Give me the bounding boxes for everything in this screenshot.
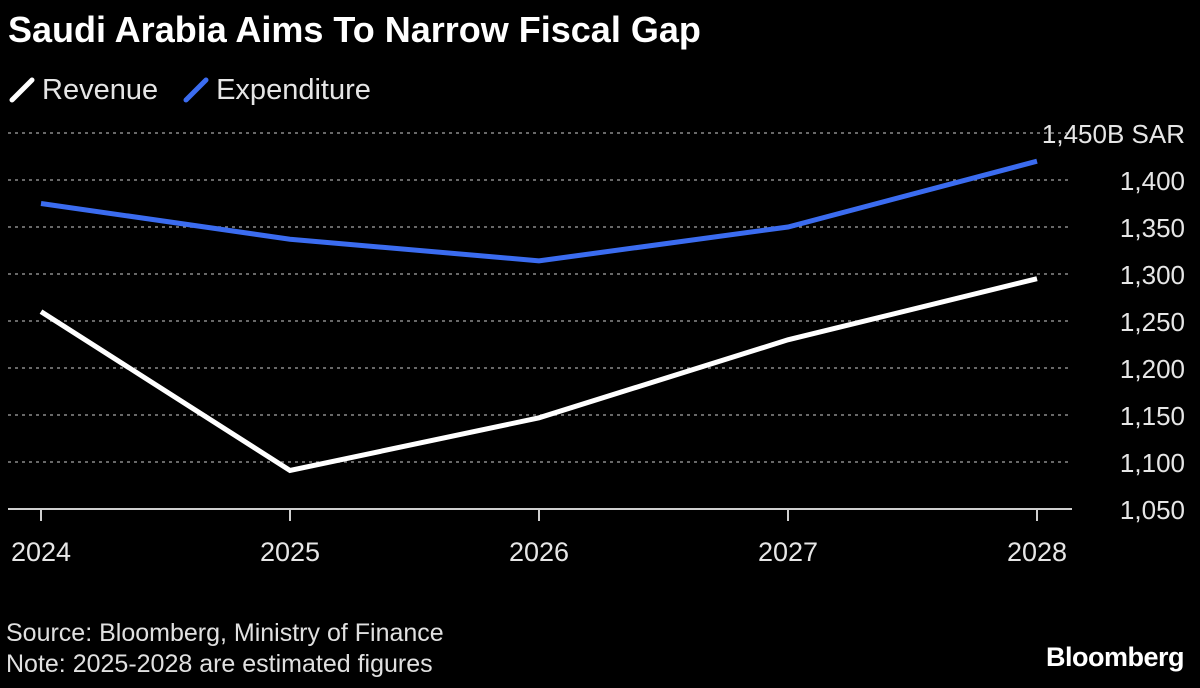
legend-item-revenue: Revenue (8, 70, 158, 110)
slash-icon (183, 77, 209, 103)
legend: Revenue Expenditure (8, 70, 395, 110)
bloomberg-logo: Bloomberg (1045, 642, 1185, 672)
y-tick-label: 1,400 (1120, 166, 1185, 196)
source-note: Source: Bloomberg, Ministry of Finance (6, 619, 444, 647)
x-tick-label: 2026 (509, 537, 569, 567)
y-tick-label: 1,200 (1120, 354, 1185, 384)
series-line-revenue (39, 276, 1038, 474)
y-tick-label: 1,250 (1120, 307, 1185, 337)
y-tick-label: 1,100 (1120, 448, 1185, 478)
y-tick-label: 1,050 (1120, 495, 1185, 525)
x-tick-label: 2028 (1007, 537, 1067, 567)
y-tick-label: 1,350 (1120, 213, 1185, 243)
legend-label-revenue: Revenue (42, 74, 159, 106)
y-tick-label: 1,450B SAR (1042, 119, 1185, 149)
chart-footer: Source: Bloomberg, Ministry of Finance N… (6, 618, 444, 680)
x-tick-label: 2025 (260, 537, 320, 567)
y-tick-label: 1,300 (1120, 260, 1185, 290)
estimate-note: Note: 2025-2028 are estimated figures (6, 650, 433, 678)
x-tick-label: 2024 (11, 537, 71, 567)
series-line-expenditure (40, 158, 1038, 264)
legend-label-expenditure: Expenditure (216, 74, 371, 106)
x-tick-label: 2027 (758, 537, 818, 567)
slash-icon (9, 77, 35, 103)
y-tick-label: 1,150 (1120, 401, 1185, 431)
legend-item-expenditure: Expenditure (182, 70, 371, 110)
chart-title: Saudi Arabia Aims To Narrow Fiscal Gap (8, 9, 701, 50)
